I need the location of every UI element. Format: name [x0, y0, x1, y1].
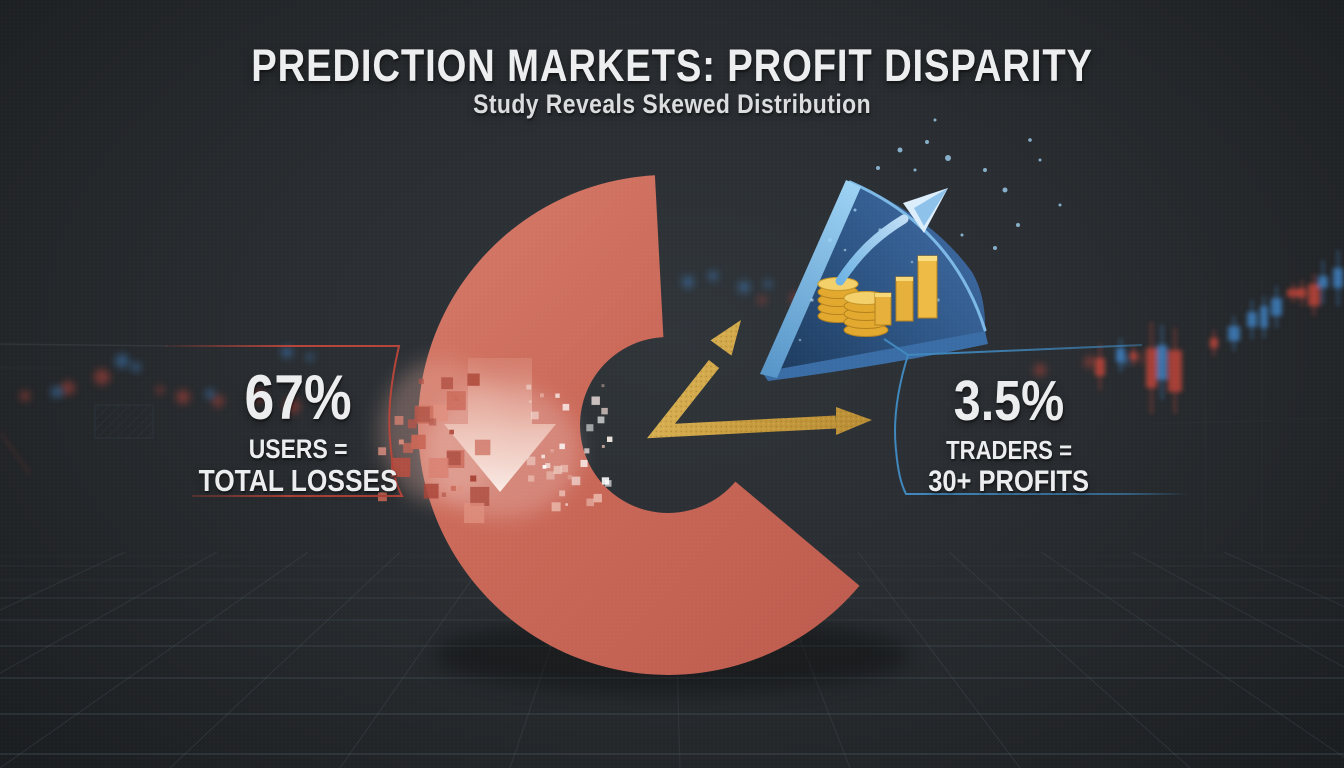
profit-value: 3.5% [953, 369, 1065, 433]
red-diagonal-accent [0, 431, 32, 475]
hatched-box [94, 404, 154, 439]
loss-line1: USERS = [248, 434, 348, 464]
loss-line2: TOTAL LOSSES [198, 463, 398, 498]
wedge-left-edge [760, 180, 861, 378]
page-subtitle: Study Reveals Skewed Distribution [0, 89, 1344, 120]
profit-stat-frame [883, 338, 1188, 495]
profit-line2: 30+ PROFITS [928, 465, 1090, 498]
candlestick-chart [1095, 250, 1343, 414]
profit-wedge-icon [760, 118, 1062, 381]
loss-dissolve-arrow-icon [444, 358, 556, 492]
profit-stat: 3.5% TRADERS = 30+ PROFITS [878, 369, 1140, 499]
page-title: PREDICTION MARKETS: PROFIT DISPARITY [0, 40, 1344, 92]
subtitle-text: Study Reveals Skewed Distribution [473, 89, 871, 119]
loss-stat-frame [165, 345, 404, 497]
dissolve-pixels [378, 373, 613, 524]
growth-arrow-icon [835, 188, 948, 286]
loss-value: 67% [244, 363, 352, 433]
growth-bars-icon [874, 255, 938, 326]
background-panel-lines [0, 280, 1344, 552]
loss-stat: 67% USERS = TOTAL LOSSES [148, 363, 448, 498]
wedge-underside [762, 331, 988, 381]
gold-split-arrows-icon [646, 320, 872, 439]
bokeh-dots [20, 271, 1164, 414]
sparkles [828, 118, 1062, 250]
title-text: PREDICTION MARKETS: PROFIT DISPARITY [251, 40, 1093, 91]
wedge-outer-edge [848, 180, 987, 332]
wedge-face [762, 181, 986, 372]
donut-chart [378, 175, 860, 675]
profit-line1: TRADERS = [946, 435, 1072, 465]
loss-segment [418, 175, 860, 675]
